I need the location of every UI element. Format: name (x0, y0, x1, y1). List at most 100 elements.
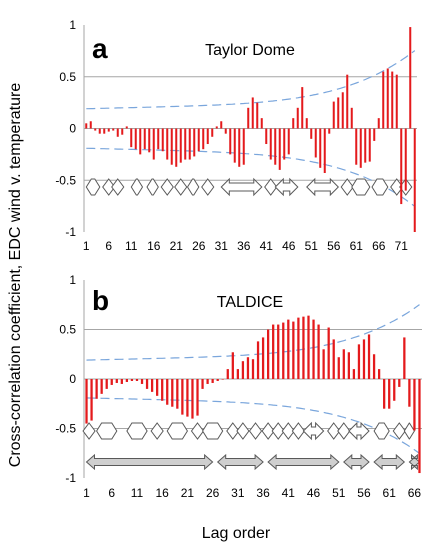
double-arrow (146, 178, 159, 196)
bar (211, 379, 214, 383)
bar (216, 379, 219, 381)
x-tick-label: 51 (332, 486, 346, 500)
bar (357, 344, 361, 379)
x-tick-label: 31 (231, 486, 245, 500)
bar (242, 128, 245, 165)
panel-letter: b (92, 285, 109, 316)
bar (355, 128, 358, 165)
bar (302, 316, 305, 379)
x-tick-label: 6 (108, 486, 115, 500)
double-arrow (130, 178, 144, 196)
bar (332, 339, 335, 379)
bar (251, 359, 255, 379)
x-tick-label: 1 (83, 239, 90, 253)
x-tick-label: 46 (282, 239, 296, 253)
bar (125, 379, 129, 382)
bar (393, 379, 396, 401)
double-arrow (274, 177, 299, 197)
bar (95, 379, 98, 399)
x-tick-label: 36 (256, 486, 270, 500)
bar (85, 123, 88, 129)
x-tick-label: 31 (215, 239, 229, 253)
x-tick-label: 26 (192, 239, 206, 253)
bar (260, 118, 263, 129)
bar (386, 68, 389, 129)
bar (135, 379, 139, 381)
bar (398, 379, 401, 387)
bar (134, 128, 137, 150)
x-tick-label: 66 (372, 239, 386, 253)
y-tick-label: 0 (69, 122, 76, 136)
bar (362, 339, 366, 379)
x-tick-label: 21 (181, 486, 195, 500)
bar (267, 329, 270, 379)
bar (206, 379, 209, 384)
bar (103, 128, 106, 134)
bar (373, 128, 376, 141)
bar (171, 379, 174, 407)
diamond-marker (174, 178, 188, 196)
double-arrow (186, 178, 200, 196)
x-tick-label: 66 (408, 486, 422, 500)
diamond-marker (337, 422, 351, 440)
bar (202, 128, 205, 150)
double-arrow (371, 178, 389, 196)
bar (265, 128, 268, 145)
panel-letter: a (92, 33, 108, 64)
bar (277, 324, 280, 379)
bar (150, 379, 154, 392)
bar (130, 379, 134, 381)
bar (359, 128, 362, 168)
bar (143, 128, 146, 150)
bar (166, 379, 169, 405)
bar (140, 379, 144, 384)
x-tick-label: 36 (237, 239, 251, 253)
bar (90, 379, 93, 421)
bar (110, 379, 113, 385)
bar (409, 27, 412, 129)
bar (161, 379, 164, 401)
diamond-marker (201, 178, 215, 196)
bar (274, 128, 277, 165)
grey-double-arrow (216, 453, 264, 471)
bar (287, 319, 290, 379)
diamond-marker (281, 422, 295, 440)
bar (408, 379, 411, 407)
y-tick-label: 1 (69, 273, 76, 287)
bar (229, 128, 232, 155)
bar (292, 118, 295, 129)
diamond-marker (111, 178, 125, 196)
double-arrow (85, 178, 101, 196)
bar (282, 322, 285, 379)
bar (236, 369, 239, 379)
bar (413, 128, 416, 232)
x-tick-label: 11 (125, 239, 138, 253)
bar (196, 379, 199, 416)
y-tick-label: 1 (69, 18, 76, 32)
diamond-marker (236, 422, 250, 440)
bar (350, 107, 353, 129)
double-arrow (348, 421, 370, 441)
panel-title: TALDICE (217, 294, 283, 311)
bar (112, 128, 115, 131)
grey-double-arrow (267, 453, 340, 471)
bar (310, 128, 313, 139)
bar (317, 324, 320, 379)
bar (184, 128, 187, 160)
double-arrow (306, 177, 340, 197)
bar (156, 379, 159, 396)
x-tick-label: 26 (206, 486, 220, 500)
bar (312, 319, 315, 379)
bar (278, 128, 281, 170)
bar (89, 121, 92, 129)
bar (332, 101, 335, 129)
bar (319, 128, 322, 168)
x-tick-label: 51 (305, 239, 319, 253)
bar (105, 379, 108, 389)
bar (256, 102, 259, 129)
diamond-marker (248, 422, 263, 440)
bar (231, 352, 234, 379)
x-axis-label: Lag order (202, 525, 271, 542)
bar (391, 71, 394, 129)
